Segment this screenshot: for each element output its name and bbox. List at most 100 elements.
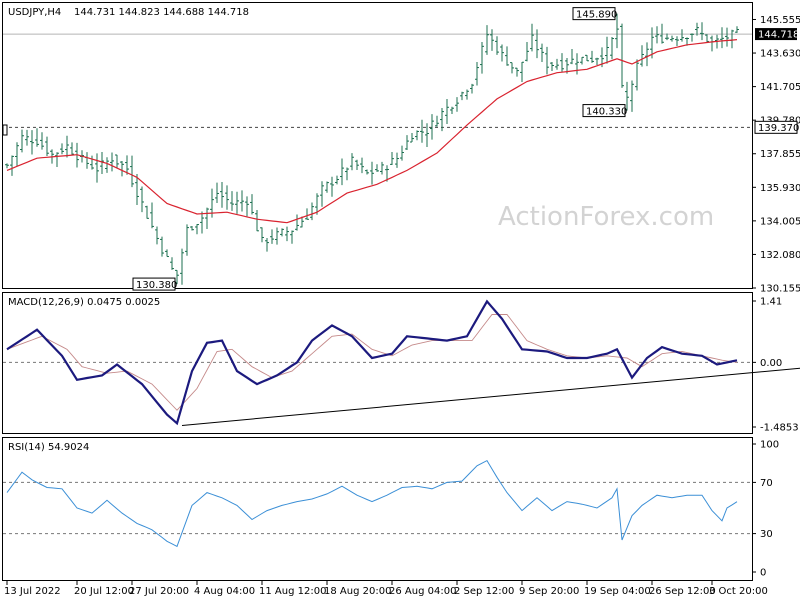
watermark: ActionForex.com	[498, 202, 714, 232]
ohlc-bar	[165, 249, 169, 258]
ohlc-bar	[540, 43, 544, 63]
time-tick-label: 3 Oct 20:00	[709, 586, 768, 597]
ohlc-bar	[640, 45, 644, 67]
price-tick-label: 137.855	[760, 149, 800, 160]
ohlc-bar	[450, 106, 454, 114]
macd-trendline	[181, 367, 800, 426]
ohlc-bar	[660, 23, 664, 44]
ohlc-bar	[490, 29, 494, 51]
ohlc-bar	[250, 194, 254, 215]
ohlc-bar	[700, 22, 704, 41]
ohlc-bar	[105, 157, 109, 173]
ohlc-bar	[670, 35, 674, 42]
ohlc-bar	[550, 62, 554, 71]
ohlc-bar	[330, 176, 334, 197]
ohlc-bar	[580, 56, 584, 65]
ohlc-bar	[435, 115, 439, 127]
ohlc-bar	[360, 157, 364, 174]
current-price-box	[755, 28, 797, 41]
ohlc-bar	[635, 59, 639, 91]
ohlc-bar	[100, 151, 104, 174]
ohlc-bar	[630, 80, 634, 112]
ohlc-bar	[95, 153, 99, 183]
reference-level-box	[754, 120, 798, 134]
ohlc-bar	[340, 158, 344, 186]
ohlc-bar	[585, 54, 589, 62]
ohlc-bar	[20, 129, 24, 153]
ohlc-bar	[465, 89, 469, 100]
macd-series-signal	[6, 314, 738, 411]
ohlc-bar	[60, 143, 64, 155]
ohlc-bar	[220, 182, 224, 208]
macd-series-macd	[6, 299, 738, 426]
ohlc-bar	[110, 152, 114, 172]
ohlc-bar	[235, 191, 239, 214]
ohlc-bar	[215, 182, 219, 204]
price-tick-label: 145.555	[760, 15, 800, 26]
ohlc-bar	[460, 91, 464, 101]
ohlc-bar	[35, 128, 39, 147]
symbol-label: USDJPY,H4	[8, 7, 61, 18]
time-tick-label: 20 Jul 12:00	[74, 586, 134, 597]
macd-tick-label: 1.41	[760, 297, 782, 308]
ohlc-bar	[5, 163, 9, 169]
ohlc-bar	[270, 229, 274, 244]
ohlc-bar	[230, 191, 234, 211]
ohlc-bar	[30, 130, 34, 155]
ohlc-bar	[290, 230, 294, 244]
ohlc-bar	[555, 58, 559, 70]
macd-label: MACD(12,26,9) 0.0475 0.0025	[8, 297, 160, 308]
time-tick-label: 26 Aug 04:00	[389, 586, 456, 597]
moving-average-line	[6, 39, 738, 224]
macd-panel-frame	[2, 292, 753, 434]
ohlc-bar	[180, 248, 184, 285]
ohlc-bar	[425, 123, 429, 148]
ohlc-bar	[485, 25, 489, 55]
ohlc-bar	[500, 44, 504, 62]
rsi-tick-label: 0	[760, 568, 766, 579]
ohlc-bar	[65, 135, 69, 158]
ohlc-bar	[315, 193, 319, 215]
ohlc-bar	[320, 181, 324, 207]
time-tick-label: 27 Jul 20:00	[129, 586, 189, 597]
time-tick-label: 18 Aug 20:00	[324, 586, 391, 597]
price-tick-label: 134.005	[760, 216, 800, 227]
time-tick-label: 11 Aug 12:00	[259, 586, 326, 597]
price-annotation-box	[582, 104, 626, 118]
ohlc-bar	[365, 169, 369, 175]
price-tick-label: 132.080	[760, 250, 800, 261]
ohlc-bar	[515, 67, 519, 77]
ohlc-bar	[495, 36, 499, 55]
ohlc-bar	[375, 164, 379, 172]
ohlc-bar	[610, 36, 614, 60]
ohlc-bar	[40, 132, 44, 150]
ohlc-bar	[120, 160, 124, 177]
ohlc-bar	[615, 13, 619, 49]
current-price-label: 144.718	[758, 30, 799, 41]
rsi-layer: 100 70 30 0	[3, 440, 779, 579]
ohlc-bar	[295, 214, 299, 231]
ohlc-bar	[245, 196, 249, 217]
ohlc-bar	[470, 83, 474, 94]
rsi-tick-label: 70	[760, 478, 773, 489]
ohlc-bar	[185, 224, 189, 256]
ohlc-bar	[735, 26, 739, 33]
ohlc-bar	[265, 237, 269, 252]
ohlc-bar	[325, 181, 329, 193]
ohlc-bar	[130, 155, 134, 188]
ohlc-bar	[200, 211, 204, 234]
ohlc-bar	[440, 107, 444, 132]
price-annotation-box	[132, 277, 176, 291]
ohlc-bar	[300, 216, 304, 228]
ohlc-bar	[275, 227, 279, 245]
ohlc-bar	[605, 36, 609, 64]
ohlc-bar	[520, 61, 524, 82]
ohlc-bar	[705, 34, 709, 43]
price-annotation-label: 140.330	[586, 107, 627, 118]
ohlc-bar	[310, 202, 314, 221]
ohlc-bar	[655, 26, 659, 44]
ohlc-bar	[190, 226, 194, 231]
ohlc-bar	[55, 152, 59, 168]
price-tick-label: 130.155	[760, 284, 800, 295]
